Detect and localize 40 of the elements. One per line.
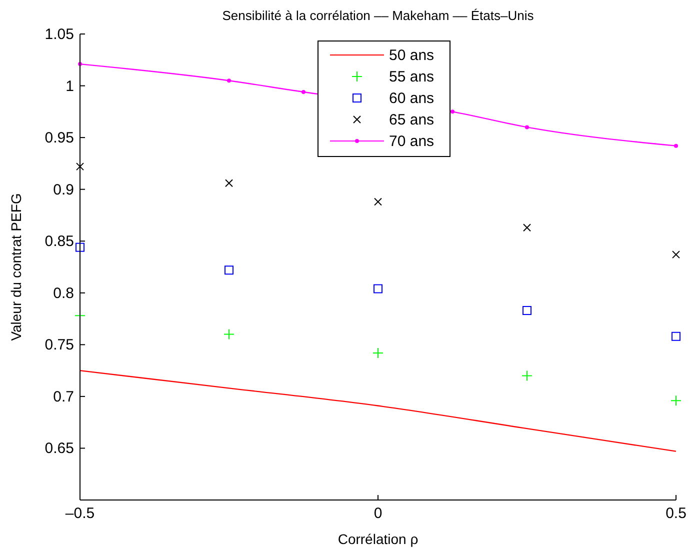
point [522,370,532,382]
point [523,224,531,232]
point [225,179,233,188]
y-tick-label: 0.9 [53,181,74,198]
x-tick-label: –0.5 [65,505,95,522]
point [672,332,680,341]
point [374,284,382,294]
line-series [79,370,677,452]
x-tick-label: 0.5 [666,505,686,522]
legend-label: 50 ans [389,47,434,64]
y-tick-label: 0.95 [44,130,74,147]
point [674,144,678,148]
y-axis-title: Valeur du contrat PEFG [8,193,24,341]
x-axis-title: Corrélation ρ [338,531,418,547]
point [522,306,532,315]
y-tick-label: 0.75 [44,336,74,354]
point [76,242,84,252]
y-tick-label: 0.85 [44,233,74,250]
legend-label: 60 ans [389,90,434,107]
point [670,395,682,406]
point [302,90,306,94]
point [227,78,231,83]
point [525,125,529,130]
legend-label: 70 ans [389,133,434,150]
legend-label: 55 ans [389,68,434,86]
x-tick-label: 0 [374,505,382,522]
y-tick-label: 1 [66,78,74,95]
point [672,250,680,259]
y-tick-label: 1.05 [44,26,74,43]
y-tick-label: 0.8 [53,284,74,302]
point [372,347,384,358]
point [374,198,382,206]
point [76,162,84,171]
y-tick-label: 0.7 [53,388,74,406]
point [224,266,234,275]
legend-label: 65 ans [389,112,434,128]
point [224,328,234,340]
chart-title: Sensibilité à la corrélation –– Makeham –– États–Unis [222,8,534,23]
y-tick-label: 0.65 [44,440,74,458]
point [450,110,454,114]
